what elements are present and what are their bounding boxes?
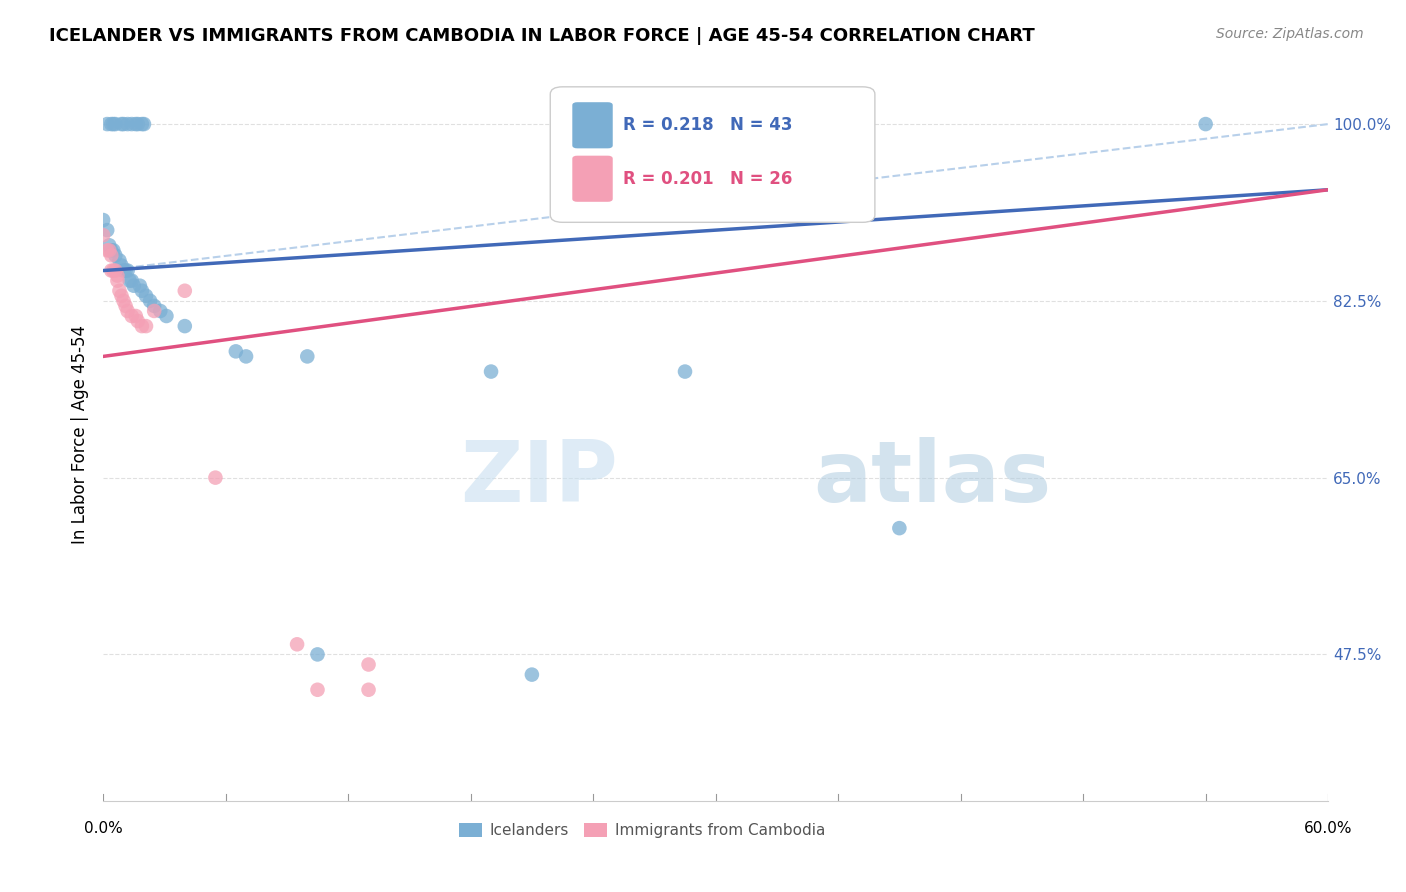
Point (479, 365, 502, 379)
FancyBboxPatch shape (572, 156, 613, 202)
Point (110, 117, 132, 131)
Point (173, 284, 195, 298)
Point (96, 117, 118, 131)
Point (117, 263, 139, 277)
Point (100, 244, 122, 258)
Point (131, 284, 153, 298)
Text: ZIP: ZIP (460, 437, 617, 520)
Point (110, 259, 132, 273)
Point (96, 223, 118, 237)
Text: ICELANDER VS IMMIGRANTS FROM CAMBODIA IN LABOR FORCE | AGE 45-54 CORRELATION CHA: ICELANDER VS IMMIGRANTS FROM CAMBODIA IN… (49, 27, 1035, 45)
Point (91, 213, 114, 227)
Point (121, 309, 143, 323)
Text: atlas: atlas (814, 437, 1052, 520)
Point (143, 299, 166, 313)
Point (143, 304, 166, 318)
Point (297, 350, 319, 364)
Point (128, 278, 150, 293)
Point (103, 117, 125, 131)
Point (285, 637, 308, 651)
Point (225, 344, 247, 359)
Point (135, 319, 157, 334)
Point (100, 263, 122, 277)
Point (118, 274, 141, 288)
Text: N = 26: N = 26 (730, 169, 793, 187)
Point (139, 293, 162, 308)
Text: N = 43: N = 43 (730, 116, 793, 135)
Point (104, 117, 127, 131)
Point (112, 117, 135, 131)
Point (1194, 117, 1216, 131)
Point (110, 289, 132, 303)
Point (132, 117, 155, 131)
Point (307, 682, 329, 697)
Point (112, 263, 135, 277)
Point (889, 521, 911, 535)
Point (114, 263, 136, 277)
Point (104, 263, 127, 277)
Point (122, 278, 145, 293)
FancyBboxPatch shape (572, 103, 613, 148)
Point (155, 309, 177, 323)
FancyBboxPatch shape (550, 87, 875, 222)
Point (117, 304, 139, 318)
Text: R = 0.218: R = 0.218 (623, 116, 713, 135)
Point (235, 350, 257, 364)
Point (125, 309, 148, 323)
Point (108, 284, 131, 298)
Point (357, 657, 380, 672)
Point (173, 319, 195, 334)
Point (121, 274, 143, 288)
Point (98, 238, 121, 252)
Point (204, 470, 226, 484)
Point (673, 365, 696, 379)
Point (112, 293, 135, 308)
Point (121, 117, 143, 131)
Point (96, 244, 118, 258)
Point (117, 117, 139, 131)
Point (149, 304, 172, 318)
Point (91, 228, 114, 243)
Text: 0.0%: 0.0% (84, 821, 122, 836)
Point (135, 289, 157, 303)
Point (98, 244, 121, 258)
Point (100, 117, 122, 131)
Point (131, 319, 153, 334)
Text: Source: ZipAtlas.com: Source: ZipAtlas.com (1216, 27, 1364, 41)
Point (520, 667, 543, 681)
Point (127, 117, 149, 131)
Y-axis label: In Labor Force | Age 45-54: In Labor Force | Age 45-54 (72, 326, 89, 544)
Point (127, 314, 149, 328)
Text: 60.0%: 60.0% (1303, 821, 1353, 836)
Legend: Icelanders, Immigrants from Cambodia: Icelanders, Immigrants from Cambodia (453, 817, 831, 845)
Point (103, 244, 125, 258)
Point (100, 248, 122, 262)
Point (357, 682, 380, 697)
Point (125, 117, 148, 131)
Point (307, 648, 329, 662)
Point (131, 117, 153, 131)
Text: R = 0.201: R = 0.201 (623, 169, 713, 187)
Point (114, 299, 136, 313)
Point (108, 253, 131, 268)
Point (107, 268, 129, 283)
Point (104, 248, 127, 262)
Point (107, 274, 129, 288)
Point (103, 263, 125, 277)
